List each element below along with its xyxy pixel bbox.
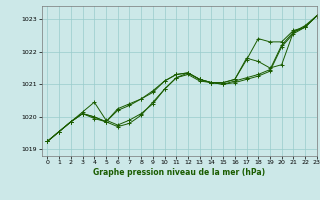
- X-axis label: Graphe pression niveau de la mer (hPa): Graphe pression niveau de la mer (hPa): [93, 168, 265, 177]
